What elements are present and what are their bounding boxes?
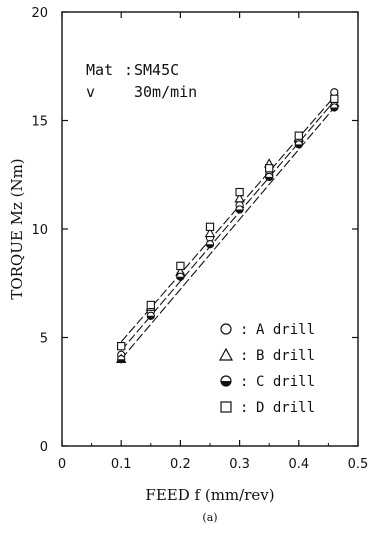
legend-label-c: C drill xyxy=(256,374,315,390)
data-point-d xyxy=(205,222,215,231)
legend-colon-a: : xyxy=(240,322,248,338)
y-tick-label: 20 xyxy=(31,6,48,21)
legend-label-d: D drill xyxy=(256,400,315,416)
x-axis-label: FEED f (mm/rev) xyxy=(145,486,274,504)
data-point-c-fill xyxy=(265,176,273,181)
legend-colon-b: : xyxy=(240,348,248,364)
data-point-d xyxy=(330,94,339,103)
legend-entry-c: : C drill xyxy=(220,374,315,390)
legend-colon-c: : xyxy=(240,374,248,390)
x-tick-label: 0.5 xyxy=(348,457,369,472)
y-tick-label: 5 xyxy=(40,332,48,347)
data-point-c-fill xyxy=(206,244,214,248)
x-tick-label: 0 xyxy=(58,457,66,472)
legend-entry-b: : B drill xyxy=(218,347,315,364)
data-point-d xyxy=(146,300,155,310)
legend-marker-b xyxy=(218,347,234,361)
data-point-c-fill xyxy=(147,315,155,320)
y-tick-label: 0 xyxy=(40,440,48,455)
annotation-colon: : xyxy=(124,61,133,79)
data-point-d xyxy=(294,131,303,140)
data-point-d xyxy=(117,342,126,351)
x-tick-label: 0.3 xyxy=(229,457,250,472)
data-point-c-fill xyxy=(176,276,184,281)
annotation-v-label: v xyxy=(86,83,95,101)
legend: : A drill : B drill : C drill : D drill xyxy=(218,322,315,416)
legend-entry-a: : A drill xyxy=(220,322,315,338)
data-point-b xyxy=(234,192,245,203)
data-point-b xyxy=(204,227,216,238)
tick-labels: 0 0.1 0.2 0.3 0.4 0.5 0 5 10 15 20 xyxy=(31,6,368,472)
legend-marker-a xyxy=(220,323,232,335)
axis-ticks xyxy=(61,11,359,447)
x-tick-label: 0.2 xyxy=(170,457,191,472)
y-tick-label: 15 xyxy=(31,115,48,130)
data-point-c-fill xyxy=(117,359,125,363)
data-point-c-fill xyxy=(236,209,244,214)
fit-line xyxy=(120,107,335,360)
y-axis-label: TORQUE Mz (Nm) xyxy=(8,158,26,299)
x-tick-label: 0.4 xyxy=(288,457,309,472)
legend-marker-d xyxy=(220,401,232,413)
legend-label-b: B drill xyxy=(256,348,315,364)
legend-label-a: A drill xyxy=(256,322,315,338)
fit-line xyxy=(120,100,335,351)
data-point-d xyxy=(235,187,244,197)
data-point-d xyxy=(176,261,185,271)
legend-colon-d: : xyxy=(240,400,248,416)
data-point-c-fill xyxy=(295,144,303,148)
x-tick-label: 0.1 xyxy=(111,457,132,472)
data-point-c-fill xyxy=(330,107,338,112)
legend-marker-c-fill xyxy=(221,381,231,386)
figure-caption: (a) xyxy=(202,511,217,524)
annotation-mat-value: SM45C xyxy=(134,61,179,79)
annotation-v-value: 30m/min xyxy=(134,83,197,101)
annotation-mat-label: Mat xyxy=(86,61,113,79)
data-point-d xyxy=(265,164,274,173)
legend-entry-d: : D drill xyxy=(220,400,315,416)
y-tick-label: 10 xyxy=(31,223,48,238)
data-points xyxy=(115,88,340,364)
